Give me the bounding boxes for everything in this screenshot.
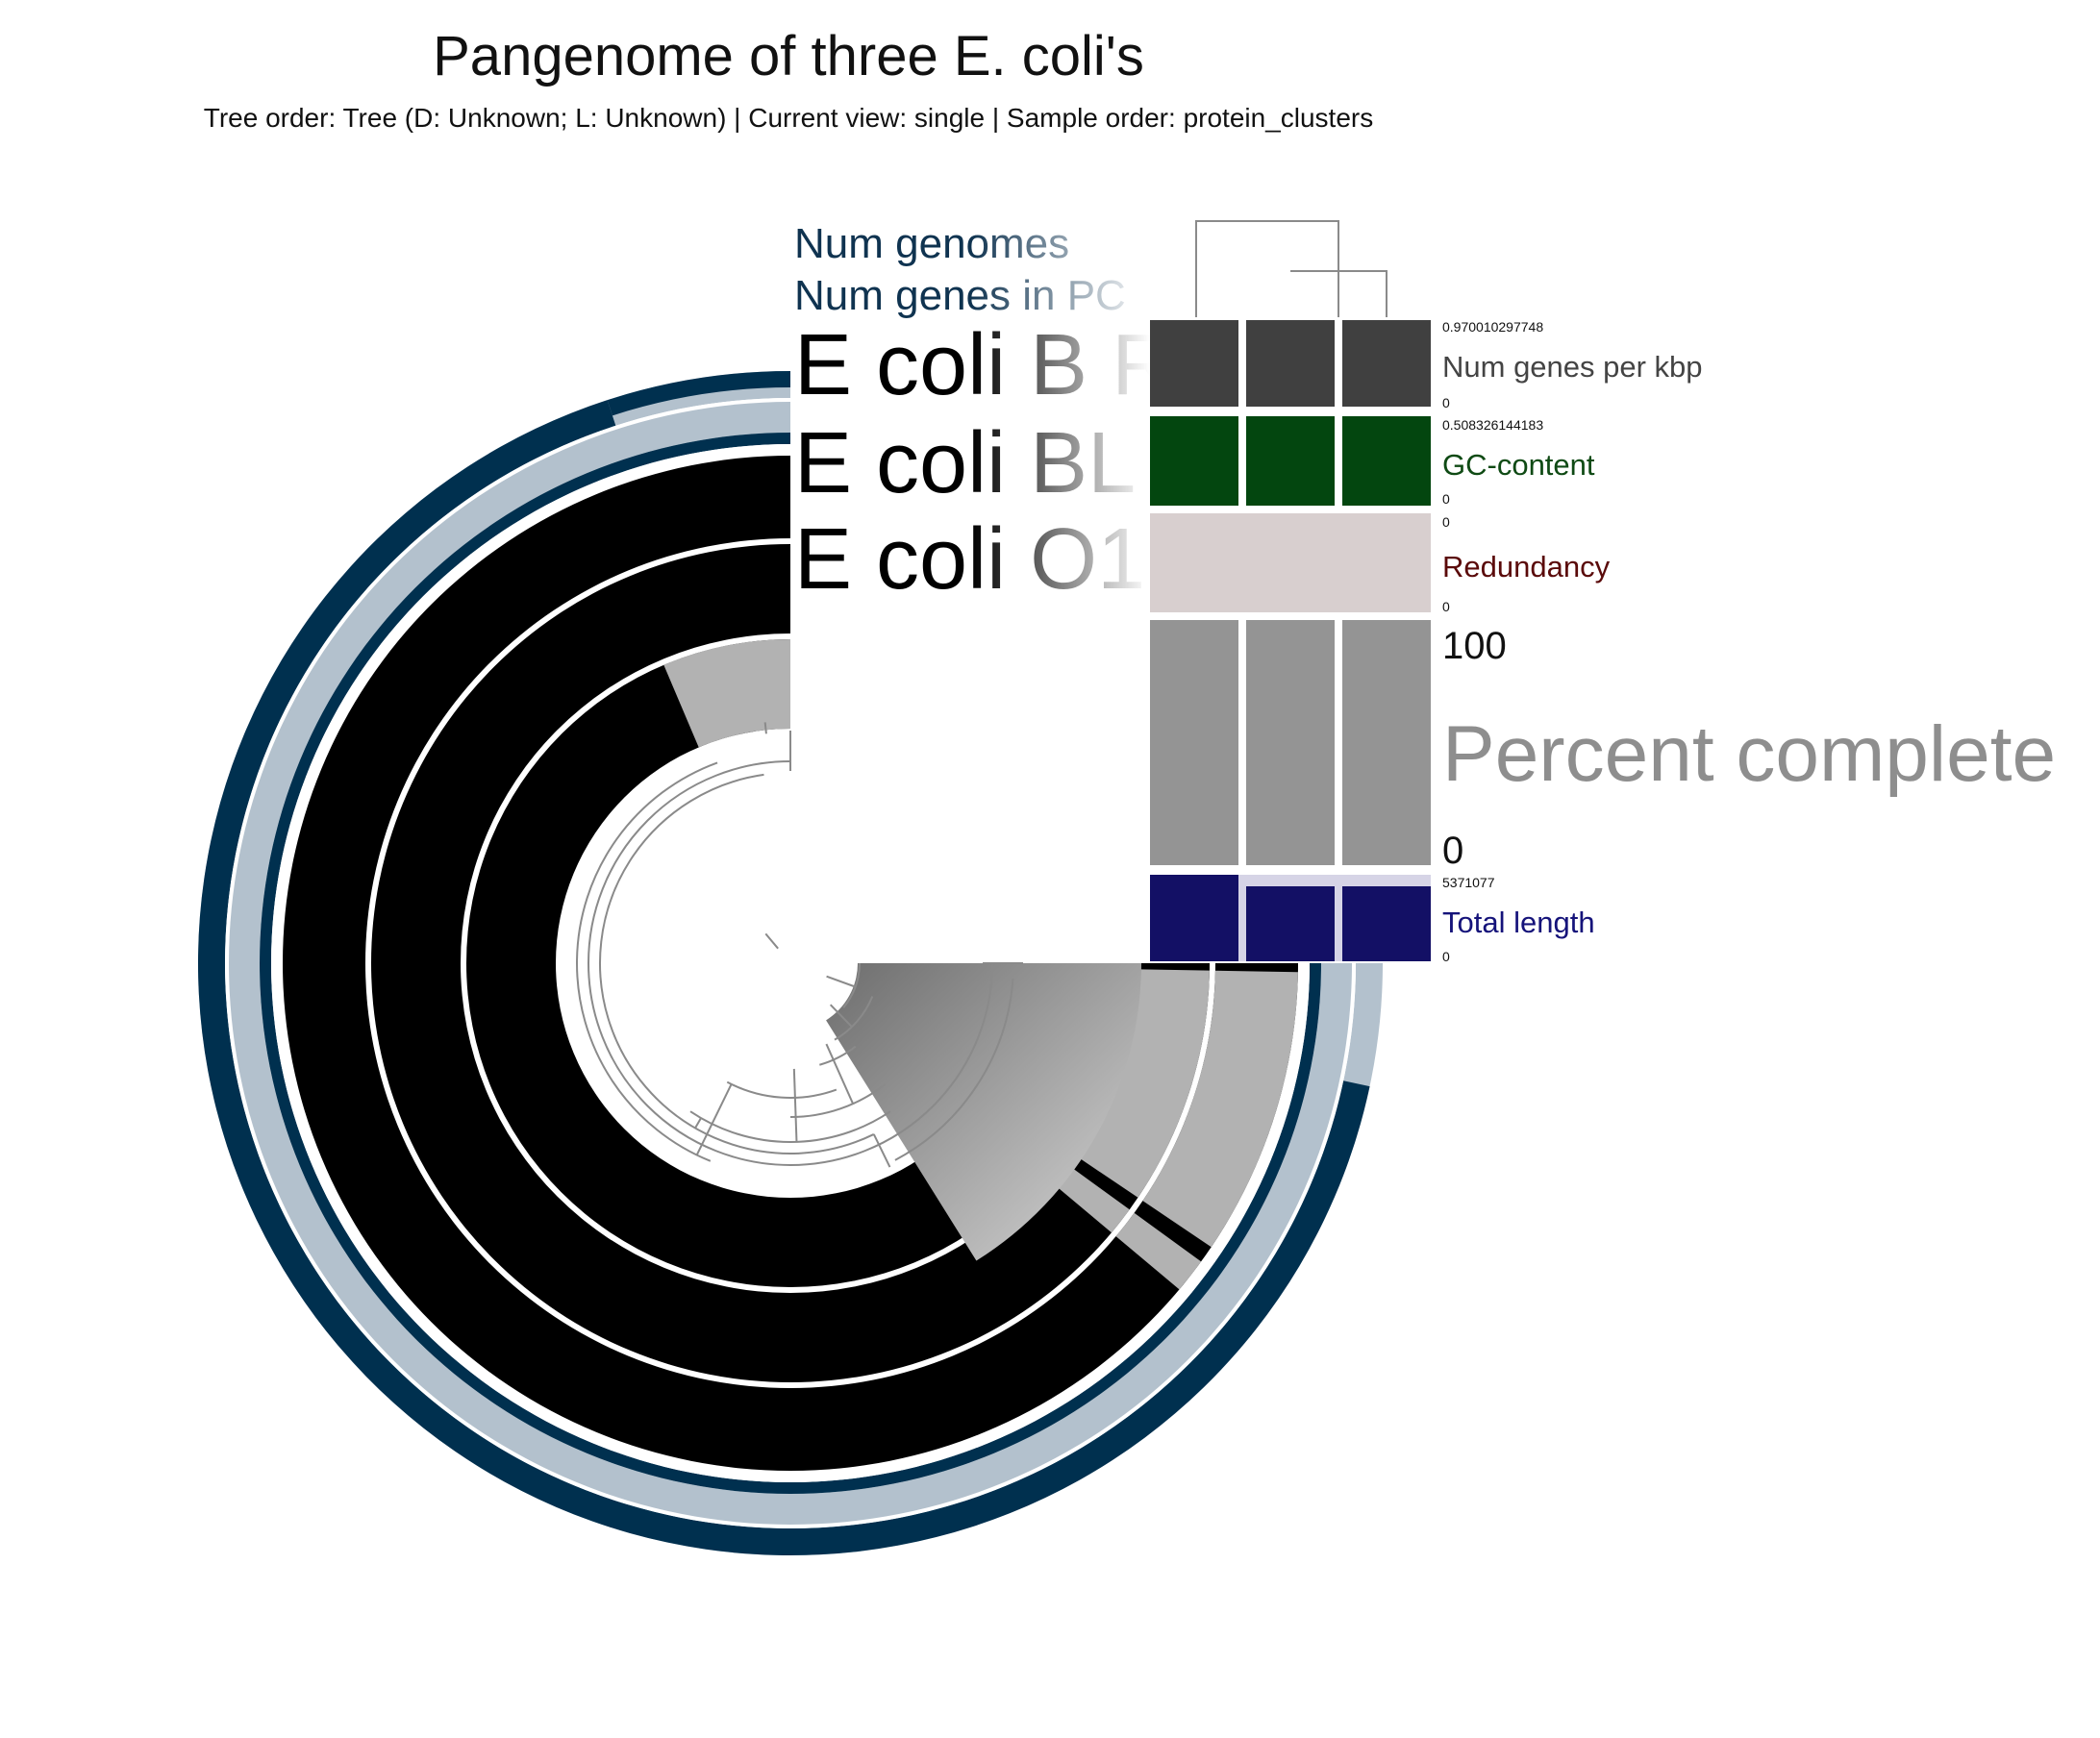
complete-min: 0 (1442, 830, 1463, 872)
length-min: 0 (1442, 949, 1450, 964)
kbp-label: Num genes per kbp (1442, 350, 1703, 384)
sample-panels (1150, 317, 1431, 961)
genome-ring-1-gap (1142, 970, 1298, 1248)
gc-content-panel[interactable] (1150, 416, 1431, 506)
kbp-min: 0 (1442, 395, 1450, 410)
bar-length-1[interactable] (1150, 875, 1238, 961)
length-max: 5371077 (1442, 875, 1495, 890)
bar-gc-2[interactable] (1246, 416, 1335, 506)
redundancy-min: 0 (1442, 599, 1450, 614)
figure-subtitle: Tree order: Tree (D: Unknown; L: Unknown… (204, 103, 1373, 133)
gc-max: 0.508326144183 (1442, 417, 1543, 433)
total-length-panel[interactable] (1150, 875, 1431, 961)
percent-complete-panel[interactable] (1150, 620, 1431, 865)
figure-title: Pangenome of three E. coli's (433, 25, 1144, 87)
bar-length-2[interactable] (1246, 886, 1335, 961)
num-genes-per-kbp-panel[interactable] (1150, 320, 1431, 407)
length-label: Total length (1442, 906, 1595, 939)
num-genomes-ring-edge (607, 371, 790, 416)
bar-kbp-1[interactable] (1150, 320, 1238, 407)
gc-label: GC-content (1442, 448, 1595, 482)
bar-complete-1[interactable] (1150, 620, 1238, 865)
complete-max: 100 (1442, 625, 1507, 667)
genome-ring-1-gap (1115, 1212, 1202, 1290)
redundancy-label: Redundancy (1442, 550, 1611, 583)
bar-gc-1[interactable] (1150, 416, 1238, 506)
bar-kbp-3[interactable] (1342, 320, 1431, 407)
selection-highlight (826, 963, 1141, 1261)
redundancy-max: 0 (1442, 514, 1450, 530)
bar-gc-3[interactable] (1342, 416, 1431, 506)
protein-cluster-tree-icon[interactable] (576, 722, 1023, 1168)
label-fade-overlay (971, 221, 1150, 615)
redundancy-panel[interactable] (1150, 513, 1431, 612)
complete-label: Percent complete (1442, 710, 2056, 798)
kbp-max: 0.970010297748 (1442, 319, 1543, 335)
bar-length-3[interactable] (1342, 886, 1431, 961)
gc-min: 0 (1442, 491, 1450, 507)
bar-kbp-2[interactable] (1246, 320, 1335, 407)
sample-tree-icon[interactable] (1195, 220, 1388, 317)
genome-ring-3-gap (663, 639, 790, 748)
bar-complete-3[interactable] (1342, 620, 1431, 865)
genome-ring-2-gap (1063, 968, 1210, 1198)
bar-complete-2[interactable] (1246, 620, 1335, 865)
